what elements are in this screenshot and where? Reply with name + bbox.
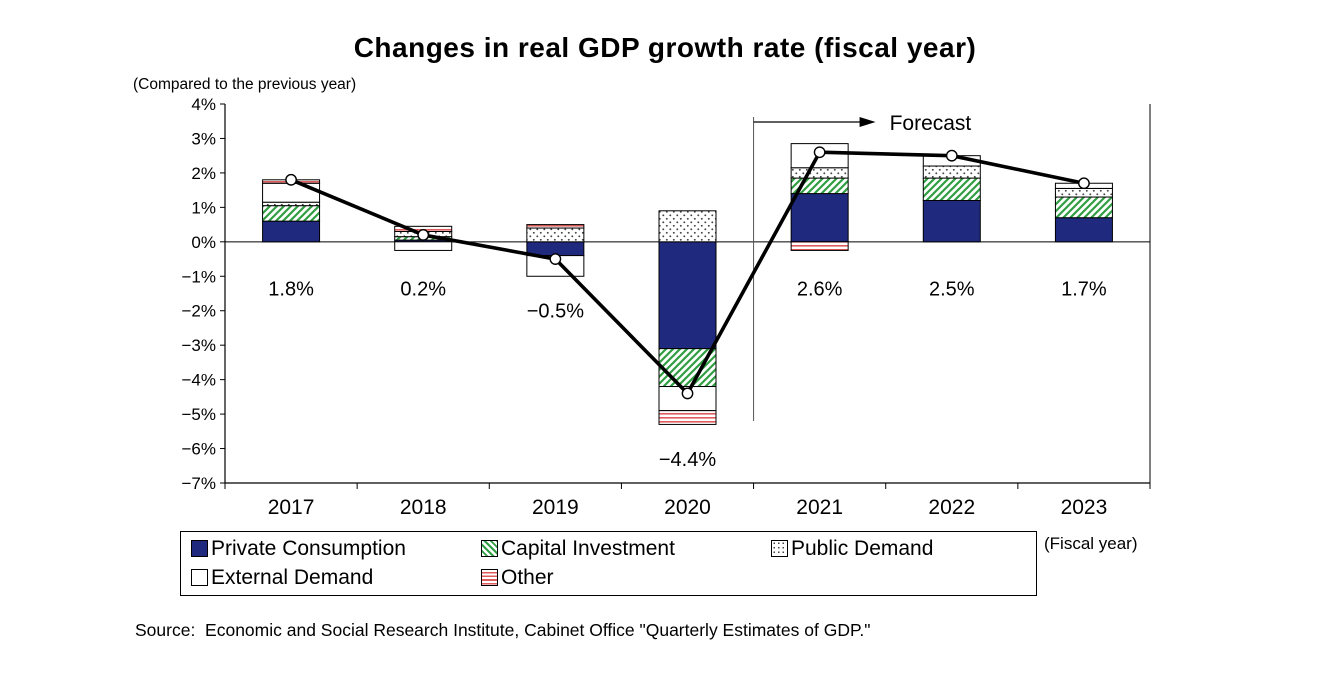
bar-segment — [790, 193, 849, 243]
bar-segment — [658, 241, 717, 350]
legend-item-label: Other — [501, 565, 554, 589]
data-label: −4.4% — [659, 449, 716, 471]
data-label: −0.5% — [527, 301, 584, 323]
x-axis-label: 2018 — [400, 496, 447, 519]
y-axis-tick-label: −7% — [182, 474, 217, 493]
bar-segment — [1054, 196, 1113, 219]
x-axis-label: 2019 — [532, 496, 579, 519]
bar-segment — [262, 220, 321, 243]
bar-segment — [526, 227, 585, 243]
line-marker — [1078, 177, 1090, 190]
bar-segment — [922, 165, 981, 179]
y-axis-tick-label: 1% — [191, 198, 216, 217]
bar-segment — [922, 177, 981, 201]
fiscal-year-label: (Fiscal year) — [1044, 534, 1138, 553]
y-axis-tick-label: 3% — [191, 129, 216, 148]
bar-segment — [394, 241, 453, 251]
line-marker — [549, 253, 562, 265]
legend-swatch-icon — [191, 569, 208, 586]
forecast-label: Forecast — [890, 112, 972, 135]
data-label: 1.7% — [1061, 278, 1107, 300]
legend-item: Other — [481, 563, 771, 592]
legend-swatch-icon — [481, 540, 498, 557]
forecast-arrowhead-icon — [859, 117, 876, 127]
x-axis-label: 2021 — [796, 496, 843, 519]
bar-segment — [790, 241, 849, 251]
y-axis-tick-label: −5% — [182, 405, 217, 424]
data-label: 2.6% — [797, 278, 843, 300]
bar-segment — [526, 224, 585, 229]
y-axis-tick-label: −2% — [182, 302, 217, 321]
line-marker — [285, 173, 297, 186]
bar-segment — [1054, 217, 1113, 243]
y-axis-tick-label: 0% — [191, 233, 216, 252]
legend-item-label: Public Demand — [791, 536, 934, 560]
x-axis-label: 2020 — [664, 496, 711, 519]
source-note: Source: Economic and Social Research Ins… — [135, 620, 871, 640]
x-axis-label: 2022 — [928, 496, 975, 519]
legend-item: External Demand — [191, 563, 481, 592]
bar-segment — [1054, 187, 1113, 198]
legend-item-label: Private Consumption — [211, 536, 406, 560]
bar-segment — [658, 210, 717, 243]
legend-swatch-icon — [771, 540, 788, 557]
y-axis-tick-label: −3% — [182, 336, 217, 355]
legend-item: Capital Investment — [481, 534, 771, 563]
y-axis-tick-label: −6% — [182, 440, 217, 459]
chart-legend: Private Consumption Capital Investment Pub… — [180, 531, 1037, 596]
bar-segment — [262, 201, 321, 207]
bar-segment — [790, 167, 849, 179]
bar-segment — [658, 410, 717, 425]
data-label: 1.8% — [268, 278, 314, 300]
y-axis-tick-label: −4% — [182, 371, 217, 390]
axis-unit-note: (Compared to the previous year) — [133, 76, 357, 93]
line-marker — [945, 149, 958, 162]
legend-swatch-icon — [191, 540, 208, 557]
data-label: 0.2% — [400, 278, 446, 300]
line-marker — [681, 387, 694, 400]
chart-title: Changes in real GDP growth rate (fiscal … — [353, 32, 977, 63]
bar-segment — [262, 205, 321, 222]
legend-item-label: External Demand — [211, 565, 374, 589]
x-axis-label: 2017 — [268, 496, 315, 519]
bar-segment — [922, 199, 981, 243]
y-axis-tick-label: −1% — [182, 267, 217, 286]
y-axis-tick-label: 2% — [191, 164, 216, 183]
legend-item: Private Consumption — [191, 534, 481, 563]
legend-item-label: Capital Investment — [501, 536, 675, 560]
line-marker — [813, 146, 826, 159]
legend-swatch-icon — [481, 569, 498, 586]
data-label: 2.5% — [929, 278, 975, 300]
bar-segment — [262, 182, 321, 203]
x-axis-label: 2023 — [1061, 496, 1108, 519]
legend-item: Public Demand — [771, 534, 1026, 563]
line-marker — [417, 229, 430, 241]
y-axis-tick-label: 4% — [191, 95, 216, 114]
